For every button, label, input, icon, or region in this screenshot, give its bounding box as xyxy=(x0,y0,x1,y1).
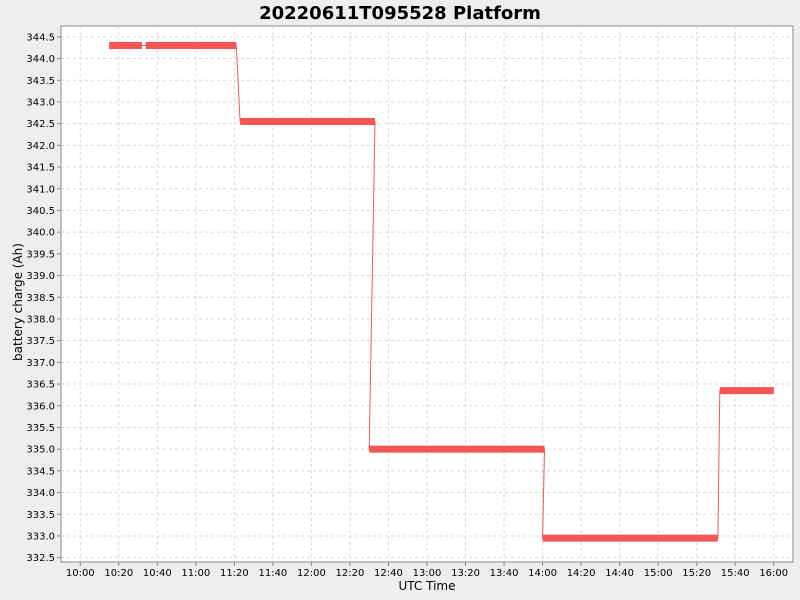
y-tick-label: 342.5 xyxy=(26,119,55,130)
x-tick-label: 15:40 xyxy=(721,568,750,579)
y-axis-label: battery charge (Ah) xyxy=(11,243,25,361)
x-tick-label: 15:00 xyxy=(644,568,673,579)
y-tick-label: 340.5 xyxy=(26,206,55,217)
y-tick-label: 341.0 xyxy=(26,184,55,195)
y-tick-label: 336.5 xyxy=(26,380,55,391)
x-tick-label: 11:00 xyxy=(181,568,210,579)
y-tick-label: 334.5 xyxy=(26,466,55,477)
x-tick-label: 14:40 xyxy=(605,568,634,579)
y-tick-label: 335.0 xyxy=(26,445,55,456)
y-tick-label: 334.0 xyxy=(26,488,55,499)
chart-title: 20220611T095528 Platform xyxy=(259,3,541,24)
y-tick-label: 337.0 xyxy=(26,358,55,369)
x-tick-label: 10:00 xyxy=(66,568,95,579)
y-tick-label: 332.5 xyxy=(26,553,55,564)
y-tick-label: 343.5 xyxy=(26,76,55,87)
y-tick-label: 335.5 xyxy=(26,423,55,434)
x-tick-label: 11:20 xyxy=(220,568,249,579)
y-tick-label: 340.0 xyxy=(26,228,55,239)
x-axis-label: UTC Time xyxy=(399,579,456,593)
x-tick-label: 13:20 xyxy=(451,568,480,579)
y-tick-label: 342.0 xyxy=(26,141,55,152)
x-tick-label: 13:40 xyxy=(490,568,519,579)
x-tick-label: 11:40 xyxy=(258,568,287,579)
y-tick-label: 339.0 xyxy=(26,271,55,282)
x-tick-label: 15:20 xyxy=(682,568,711,579)
y-tick-label: 339.5 xyxy=(26,249,55,260)
x-tick-label: 13:00 xyxy=(413,568,442,579)
x-tick-label: 10:20 xyxy=(104,568,133,579)
y-tick-label: 344.5 xyxy=(26,32,55,43)
y-tick-label: 344.0 xyxy=(26,54,55,65)
y-tick-label: 338.5 xyxy=(26,293,55,304)
series xyxy=(109,42,774,542)
x-tick-label: 12:20 xyxy=(336,568,365,579)
y-tick-label: 337.5 xyxy=(26,336,55,347)
x-tick-label: 12:40 xyxy=(374,568,403,579)
y-tick-label: 343.0 xyxy=(26,97,55,108)
y-tick-label: 338.0 xyxy=(26,314,55,325)
x-tick-label: 12:00 xyxy=(297,568,326,579)
y-tick-label: 333.5 xyxy=(26,510,55,521)
x-axis-ticks: 10:00 10:20 10:40 11:00 11:20 11:40 12:00 12:20… xyxy=(66,562,788,579)
y-axis-ticks: 332.5 333.0 333.5 334.0 334.5 335.0 335.5 336.0… xyxy=(26,32,61,564)
x-tick-label: 14:20 xyxy=(567,568,596,579)
y-tick-label: 341.5 xyxy=(26,163,55,174)
x-tick-label: 14:00 xyxy=(528,568,557,579)
series-line xyxy=(109,45,774,539)
grid xyxy=(61,26,793,562)
x-tick-label: 10:40 xyxy=(143,568,172,579)
x-tick-label: 16:00 xyxy=(759,568,788,579)
y-tick-label: 336.0 xyxy=(26,401,55,412)
y-tick-label: 333.0 xyxy=(26,531,55,542)
